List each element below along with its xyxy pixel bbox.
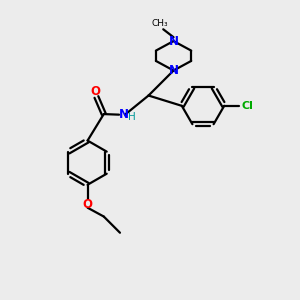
Text: H: H	[128, 112, 135, 122]
Text: CH₃: CH₃	[152, 20, 169, 28]
Text: O: O	[82, 198, 93, 211]
Text: O: O	[90, 85, 100, 98]
Text: N: N	[118, 108, 128, 121]
Text: Cl: Cl	[242, 101, 254, 111]
Text: N: N	[169, 34, 178, 48]
Text: N: N	[169, 64, 178, 77]
